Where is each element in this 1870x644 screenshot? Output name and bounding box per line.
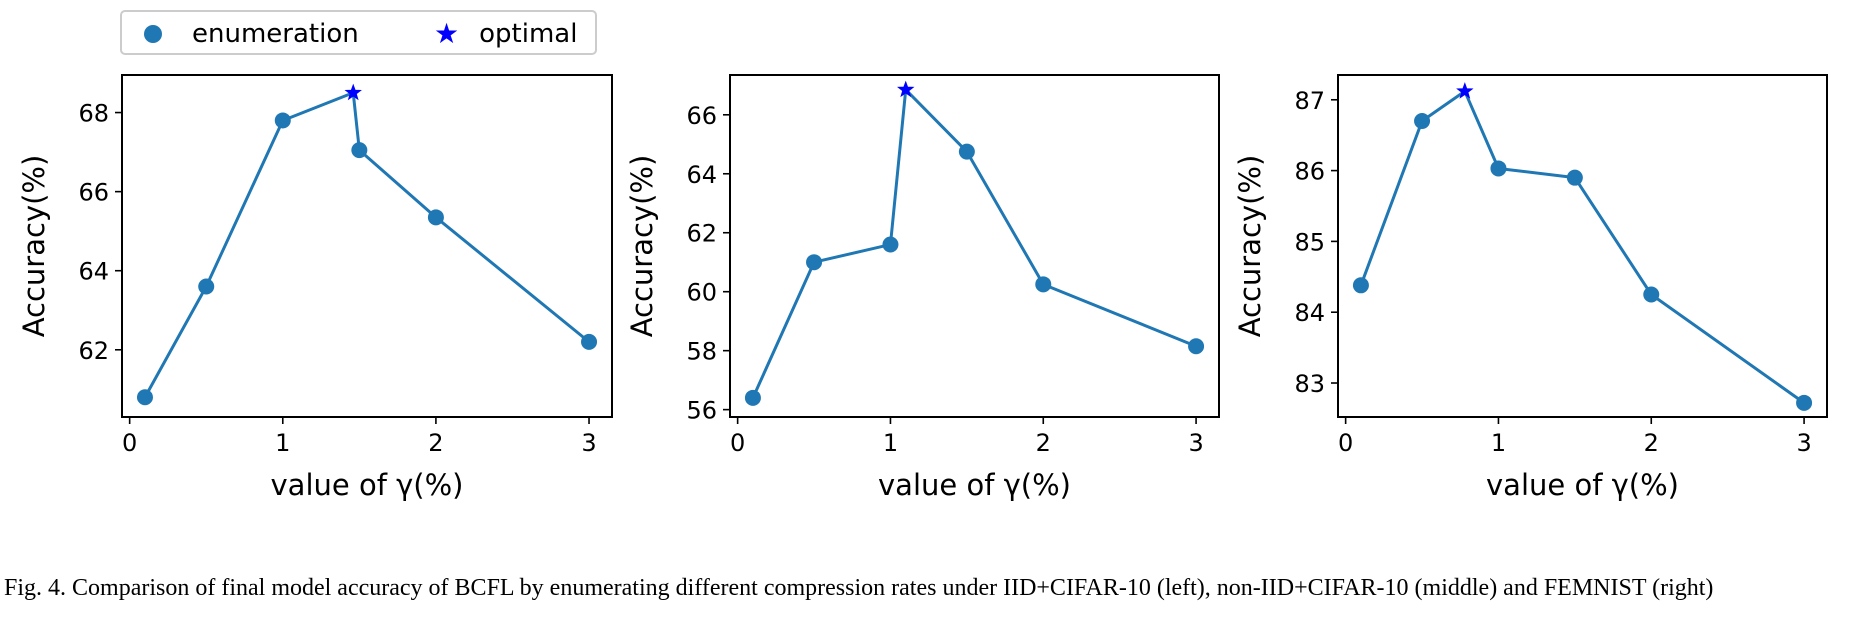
enumeration-point [744,389,761,406]
y-tick-label: 85 [1294,228,1325,256]
star-icon: ★ [434,17,460,50]
axes-frame [729,74,1220,418]
enumeration-point [1414,113,1431,130]
enumeration-point [958,143,975,160]
enumeration-point [427,209,444,226]
x-tick-label: 2 [1644,429,1659,457]
enumeration-point [136,389,153,406]
chart-right-femnist: 0 1 2 3 83 84 85 86 87 value of γ(%) Accuracy(%) [1233,74,1828,502]
enumeration-point [806,254,823,271]
figure-canvas: 0 1 2 3 62 64 66 68 value of γ(%) Accuracy(%) 0 1 2… [17,74,1828,502]
y-tick-label: 84 [1294,299,1325,327]
optimal-point [897,80,915,98]
y-axis-label: Accuracy(%) [625,155,659,338]
x-tick-label: 2 [1036,429,1051,457]
chart-left-iid-cifar10: 0 1 2 3 62 64 66 68 value of γ(%) Accuracy(%) [17,74,613,502]
enumeration-point [274,112,291,129]
y-tick-label: 66 [78,179,109,207]
x-tick-label: 3 [1188,429,1203,457]
x-axis-label: value of γ(%) [1486,468,1679,502]
y-tick-label: 64 [78,258,109,286]
x-axis-label: value of γ(%) [271,468,464,502]
x-tick-label: 1 [275,429,290,457]
enumeration-point [351,142,368,159]
legend-item-enumeration: enumeration [144,19,359,49]
x-tick-label: 3 [581,429,596,457]
series-line [751,88,1197,399]
y-tick-label: 86 [1294,158,1325,186]
enumeration-marker-icon [144,25,162,43]
y-axis-label: Accuracy(%) [17,155,51,338]
x-tick-label: 0 [122,429,137,457]
y-tick-label: 68 [78,100,109,128]
y-tick-label: 83 [1294,370,1325,398]
y-tick-label: 62 [686,220,717,248]
y-tick-label: 60 [686,279,717,307]
enumeration-point [1796,394,1813,411]
y-tick-label: 66 [686,102,717,130]
series-line [143,91,590,398]
legend-item-optimal: ★ optimal [434,19,577,49]
x-axis-label: value of γ(%) [878,468,1071,502]
axes-frame [121,74,613,418]
enumeration-point [1566,169,1583,186]
enumeration-point [1188,338,1205,355]
x-tick-label: 1 [1491,429,1506,457]
y-axis-label: Accuracy(%) [1233,155,1267,338]
enumeration-point [198,278,215,295]
optimal-point [344,83,362,101]
enumeration-point [581,333,598,350]
x-tick-label: 3 [1796,429,1811,457]
legend-label-optimal: optimal [479,19,578,49]
legend-label-enumeration: enumeration [192,19,359,49]
enumeration-point [1490,160,1507,177]
optimal-point [1456,82,1474,99]
y-tick-label: 58 [686,338,717,366]
x-tick-label: 0 [1338,429,1353,457]
series-line [1359,89,1805,405]
x-tick-label: 2 [428,429,443,457]
enumeration-point [1352,277,1369,294]
enumeration-point [882,236,899,253]
y-tick-label: 64 [686,161,717,189]
enumeration-point [1035,276,1052,293]
axes-frame [1337,74,1828,418]
y-tick-label: 87 [1294,87,1325,115]
chart-middle-noniid-cifar10: 0 1 2 3 56 58 60 62 64 66 value of γ(%) Accuracy(%) [625,74,1220,502]
figure-caption: Fig. 4. Comparison of final model accura… [4,575,1714,601]
x-tick-label: 1 [883,429,898,457]
legend: enumeration ★ optimal [120,10,597,55]
enumeration-point [1643,286,1660,303]
x-tick-label: 0 [730,429,745,457]
y-tick-label: 62 [78,337,109,365]
y-tick-label: 56 [686,397,717,425]
